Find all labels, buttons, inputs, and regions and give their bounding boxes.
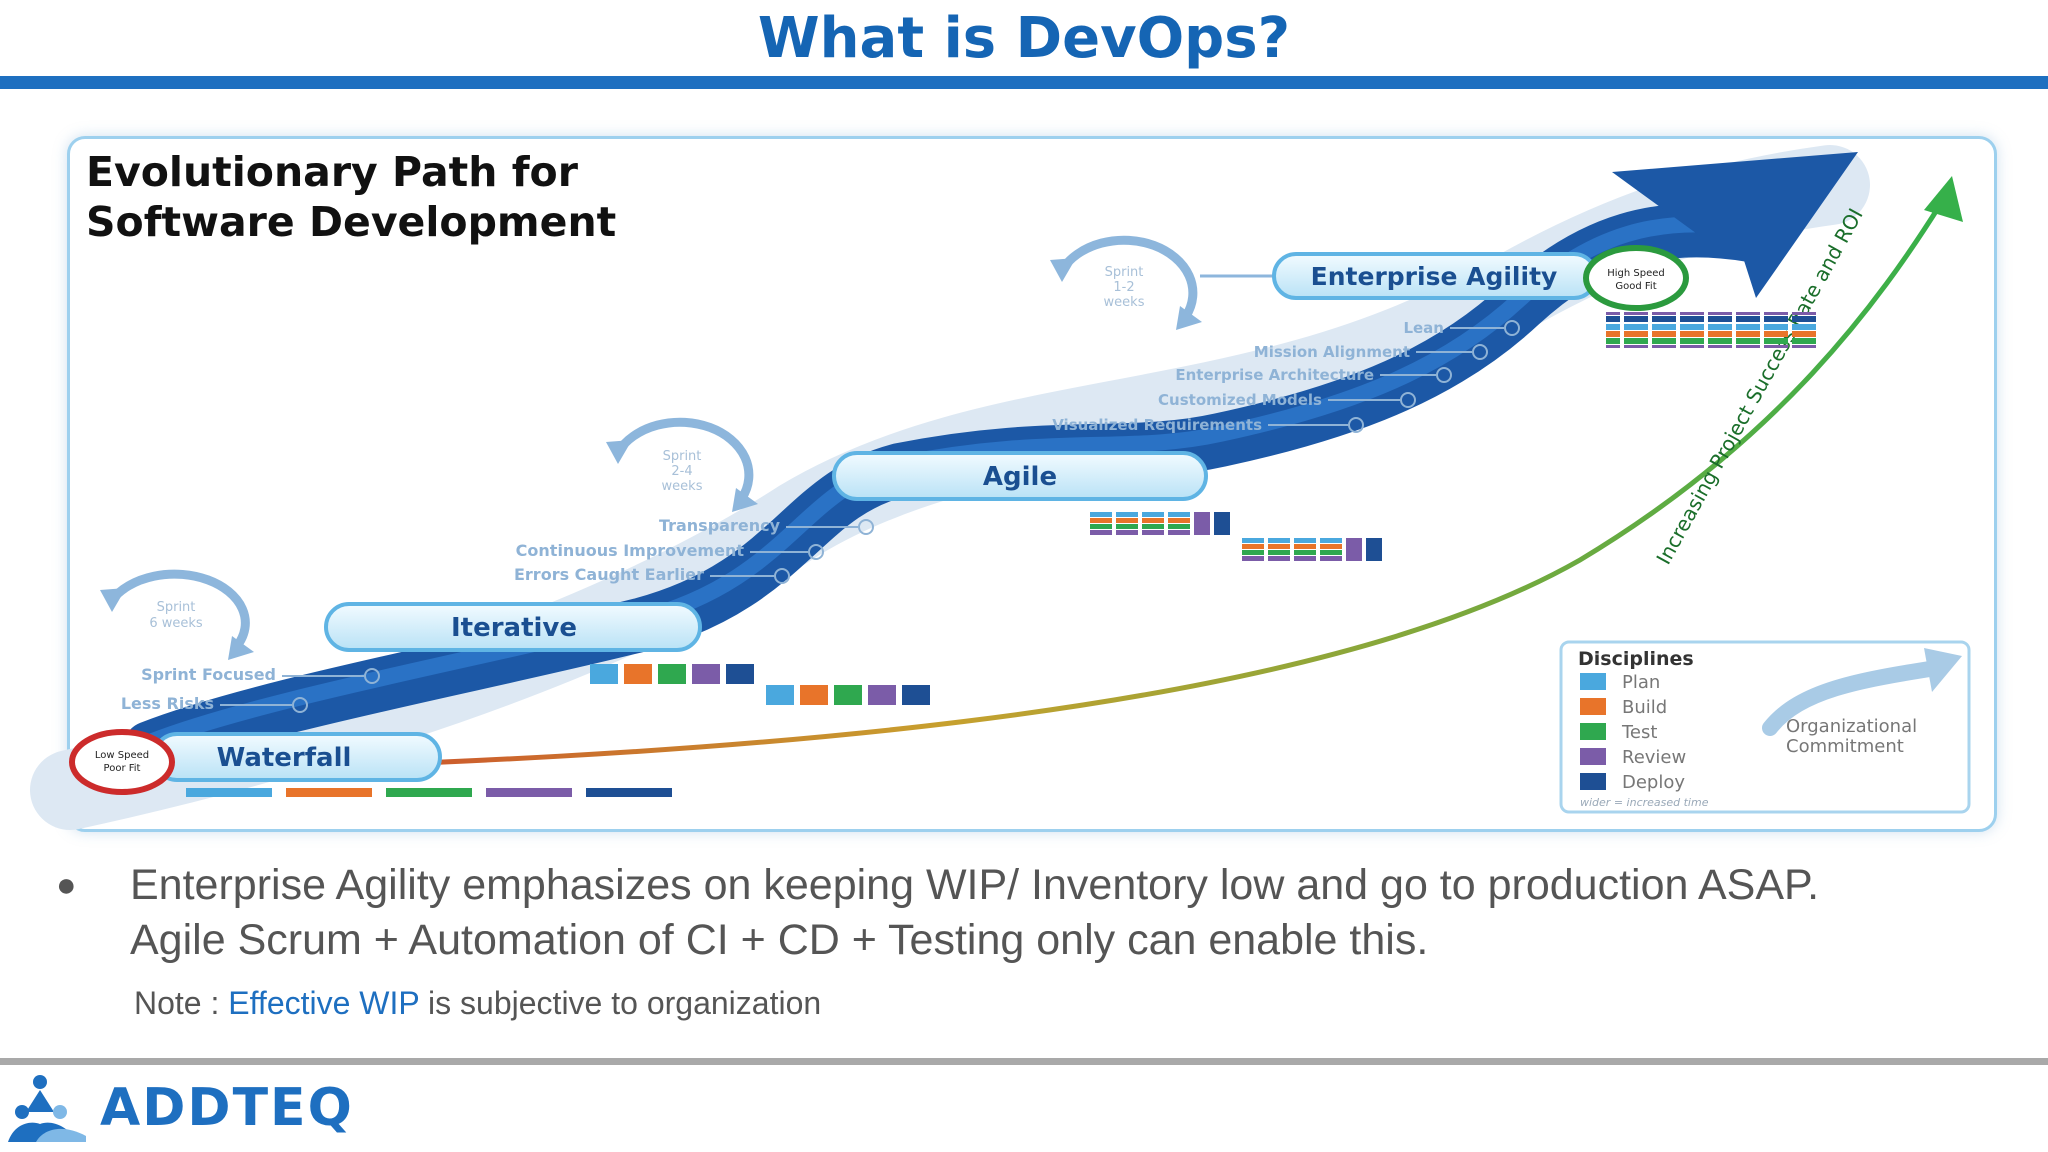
svg-text:weeks: weeks xyxy=(1104,295,1145,310)
roi-curve xyxy=(129,203,1943,775)
svg-text:Enterprise Architecture: Enterprise Architecture xyxy=(1175,366,1374,384)
sprint-cycle-iterative: Sprint 2-4 weeks xyxy=(606,417,758,512)
svg-text:Build: Build xyxy=(1622,697,1667,718)
logo-figures-icon xyxy=(8,1075,86,1142)
feature-sprint-focused: Sprint Focused xyxy=(141,665,380,684)
feature-customized-models: Customized Models xyxy=(1158,391,1416,409)
svg-text:2-4: 2-4 xyxy=(671,464,692,479)
svg-text:Less Risks: Less Risks xyxy=(121,694,214,713)
sprint-cycle-waterfall: Sprint 6 weeks xyxy=(100,569,254,660)
legend-item-deploy: Deploy xyxy=(1580,772,1685,793)
svg-text:Visualized Requirements: Visualized Requirements xyxy=(1052,416,1262,434)
svg-text:Errors Caught Earlier: Errors Caught Earlier xyxy=(514,565,704,584)
stage-agile: Agile xyxy=(832,451,1208,501)
title-rule xyxy=(0,76,2048,89)
commitment-label-line1: Organizational xyxy=(1786,716,1917,737)
brand-name: ADDTEQ xyxy=(100,1078,354,1138)
commitment-label-line2: Commitment xyxy=(1786,736,1904,757)
footer-rule xyxy=(0,1058,2048,1065)
discipline-blocks-waterfall xyxy=(186,788,672,797)
bullet-dot-icon: ● xyxy=(56,866,77,904)
svg-text:Sprint: Sprint xyxy=(663,449,702,464)
discipline-blocks-agile-2 xyxy=(1242,538,1382,561)
svg-text:Lean: Lean xyxy=(1403,319,1444,337)
note-highlight: Effective WIP xyxy=(228,985,420,1021)
stage-iterative-label: Iterative xyxy=(451,613,577,643)
svg-text:Mission Alignment: Mission Alignment xyxy=(1254,343,1410,361)
svg-text:weeks: weeks xyxy=(662,479,703,494)
stage-waterfall: Waterfall xyxy=(152,732,442,782)
feature-lean: Lean xyxy=(1403,319,1520,337)
feature-errors-caught-earlier: Errors Caught Earlier xyxy=(514,565,790,584)
legend-item-build: Build xyxy=(1580,697,1667,718)
sprint-cycle-agile: Sprint 1-2 weeks xyxy=(1050,235,1202,330)
svg-text:High Speed: High Speed xyxy=(1607,268,1665,279)
roi-curve-arrowhead xyxy=(1924,176,1963,222)
bullet-list: ● Enterprise Agility emphasizes on keepi… xyxy=(54,858,1994,968)
stage-agile-label: Agile xyxy=(983,462,1057,492)
svg-text:Review: Review xyxy=(1622,747,1686,768)
bullet-item: ● Enterprise Agility emphasizes on keepi… xyxy=(54,858,1994,968)
svg-text:Continuous Improvement: Continuous Improvement xyxy=(516,541,745,560)
legend-item-plan: Plan xyxy=(1580,672,1660,693)
feature-mission-alignment: Mission Alignment xyxy=(1254,343,1488,361)
svg-text:Poor Fit: Poor Fit xyxy=(104,763,141,774)
bullet-line-1: Enterprise Agility emphasizes on keeping… xyxy=(130,861,1820,909)
svg-text:1-2: 1-2 xyxy=(1113,280,1134,295)
diagram-heading-line1: Evolutionary Path for xyxy=(86,148,579,196)
svg-text:Customized Models: Customized Models xyxy=(1158,391,1322,409)
svg-text:Sprint: Sprint xyxy=(1105,265,1144,280)
legend-footnote: wider = increased time xyxy=(1580,796,1709,809)
svg-text:Test: Test xyxy=(1621,722,1657,743)
discipline-blocks-iterative-1 xyxy=(590,664,754,684)
stage-enterprise-agility: Enterprise Agility xyxy=(1272,252,1598,300)
brand-logo: ADDTEQ xyxy=(0,1072,460,1148)
feature-transparency: Transparency xyxy=(659,516,874,535)
badge-low-speed: Low Speed Poor Fit xyxy=(69,729,175,795)
disciplines-legend: Disciplines Plan Build Test Review Deplo… xyxy=(1559,640,1971,814)
feature-less-risks: Less Risks xyxy=(121,694,308,713)
note-suffix: is subjective to organization xyxy=(419,985,822,1021)
svg-text:Plan: Plan xyxy=(1622,672,1660,693)
commitment-arrow xyxy=(1762,660,1944,736)
slide-title: What is DevOps? xyxy=(757,6,1291,71)
commitment-arrowhead xyxy=(1924,648,1962,692)
svg-text:Deploy: Deploy xyxy=(1622,772,1685,793)
stage-iterative: Iterative xyxy=(324,602,702,652)
svg-text:Sprint: Sprint xyxy=(157,600,196,615)
discipline-blocks-agile-1 xyxy=(1090,512,1230,535)
evolution-arrowhead xyxy=(1612,152,1858,298)
legend-title: Disciplines xyxy=(1578,648,1694,670)
stage-waterfall-label: Waterfall xyxy=(217,743,352,773)
stage-enterprise-agility-label: Enterprise Agility xyxy=(1311,262,1558,291)
badge-high-speed: High Speed Good Fit xyxy=(1583,245,1689,311)
feature-continuous-improvement: Continuous Improvement xyxy=(516,541,824,560)
legend-item-test: Test xyxy=(1580,722,1657,743)
svg-text:Good Fit: Good Fit xyxy=(1615,281,1656,292)
svg-text:Transparency: Transparency xyxy=(659,516,781,535)
discipline-blocks-enterprise xyxy=(1606,312,1816,348)
feature-enterprise-architecture: Enterprise Architecture xyxy=(1175,366,1452,384)
svg-text:Sprint Focused: Sprint Focused xyxy=(141,665,276,684)
feature-visualized-requirements: Visualized Requirements xyxy=(1052,416,1364,434)
note-text: Note : Effective WIP is subjective to or… xyxy=(134,985,821,1022)
bullet-line-2: Agile Scrum + Automation of CI + CD + Te… xyxy=(130,916,1429,964)
svg-text:Low Speed: Low Speed xyxy=(95,750,149,761)
legend-item-review: Review xyxy=(1580,747,1686,768)
svg-text:6 weeks: 6 weeks xyxy=(149,616,203,631)
discipline-blocks-iterative-2 xyxy=(766,685,930,705)
diagram-heading-line2: Software Development xyxy=(86,198,616,246)
note-prefix: Note : xyxy=(134,985,229,1021)
